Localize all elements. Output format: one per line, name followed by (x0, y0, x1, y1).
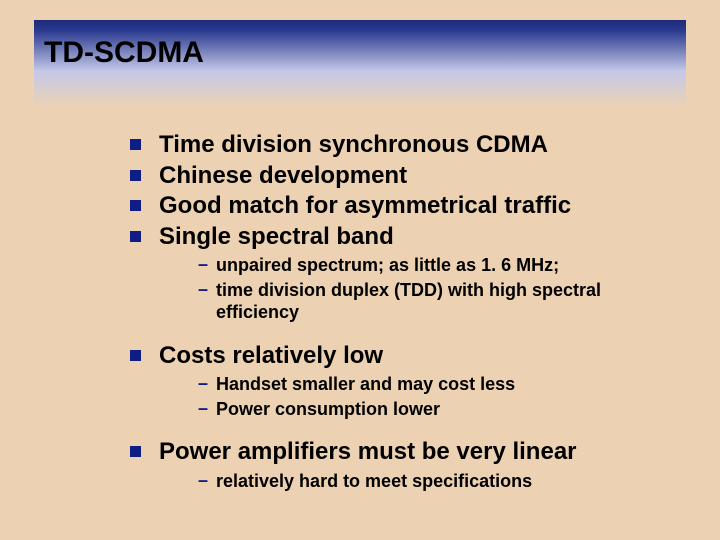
sub-list-item-text: Power consumption lower (216, 398, 440, 421)
sub-list-item: – unpaired spectrum; as little as 1. 6 M… (198, 254, 680, 277)
sub-list: – unpaired spectrum; as little as 1. 6 M… (198, 254, 680, 324)
sub-list-item-text: unpaired spectrum; as little as 1. 6 MHz… (216, 254, 559, 277)
sub-list-item-text: relatively hard to meet specifications (216, 470, 532, 493)
list-item: Good match for asymmetrical traffic (130, 192, 680, 220)
square-bullet-icon (130, 446, 141, 457)
dash-bullet-icon: – (198, 470, 216, 492)
sub-list: – Handset smaller and may cost less – Po… (198, 373, 680, 420)
sub-list-item-text: Handset smaller and may cost less (216, 373, 515, 396)
list-item-text: Power amplifiers must be very linear (159, 438, 577, 466)
list-item: Chinese development (130, 162, 680, 190)
square-bullet-icon (130, 170, 141, 181)
title-band: TD-SCDMA (34, 20, 686, 108)
square-bullet-icon (130, 350, 141, 361)
square-bullet-icon (130, 231, 141, 242)
square-bullet-icon (130, 139, 141, 150)
slide-content: Time division synchronous CDMA Chinese d… (130, 128, 680, 511)
list-item: Power amplifiers must be very linear (130, 438, 680, 466)
square-bullet-icon (130, 200, 141, 211)
list-item: Single spectral band (130, 223, 680, 251)
sub-list-item: – time division duplex (TDD) with high s… (198, 279, 680, 324)
sub-list-item: – relatively hard to meet specifications (198, 470, 680, 493)
slide-title: TD-SCDMA (44, 36, 204, 70)
dash-bullet-icon: – (198, 279, 216, 301)
list-item-text: Costs relatively low (159, 342, 383, 370)
list-item: Time division synchronous CDMA (130, 131, 680, 159)
dash-bullet-icon: – (198, 373, 216, 395)
list-item-text: Chinese development (159, 162, 407, 190)
sub-list: – relatively hard to meet specifications (198, 470, 680, 493)
list-item: Costs relatively low (130, 342, 680, 370)
sub-list-item: – Power consumption lower (198, 398, 680, 421)
sub-list-item-text: time division duplex (TDD) with high spe… (216, 279, 680, 324)
list-item-text: Single spectral band (159, 223, 394, 251)
sub-list-item: – Handset smaller and may cost less (198, 373, 680, 396)
list-item-text: Good match for asymmetrical traffic (159, 192, 571, 220)
dash-bullet-icon: – (198, 254, 216, 276)
list-item-text: Time division synchronous CDMA (159, 131, 548, 159)
dash-bullet-icon: – (198, 398, 216, 420)
